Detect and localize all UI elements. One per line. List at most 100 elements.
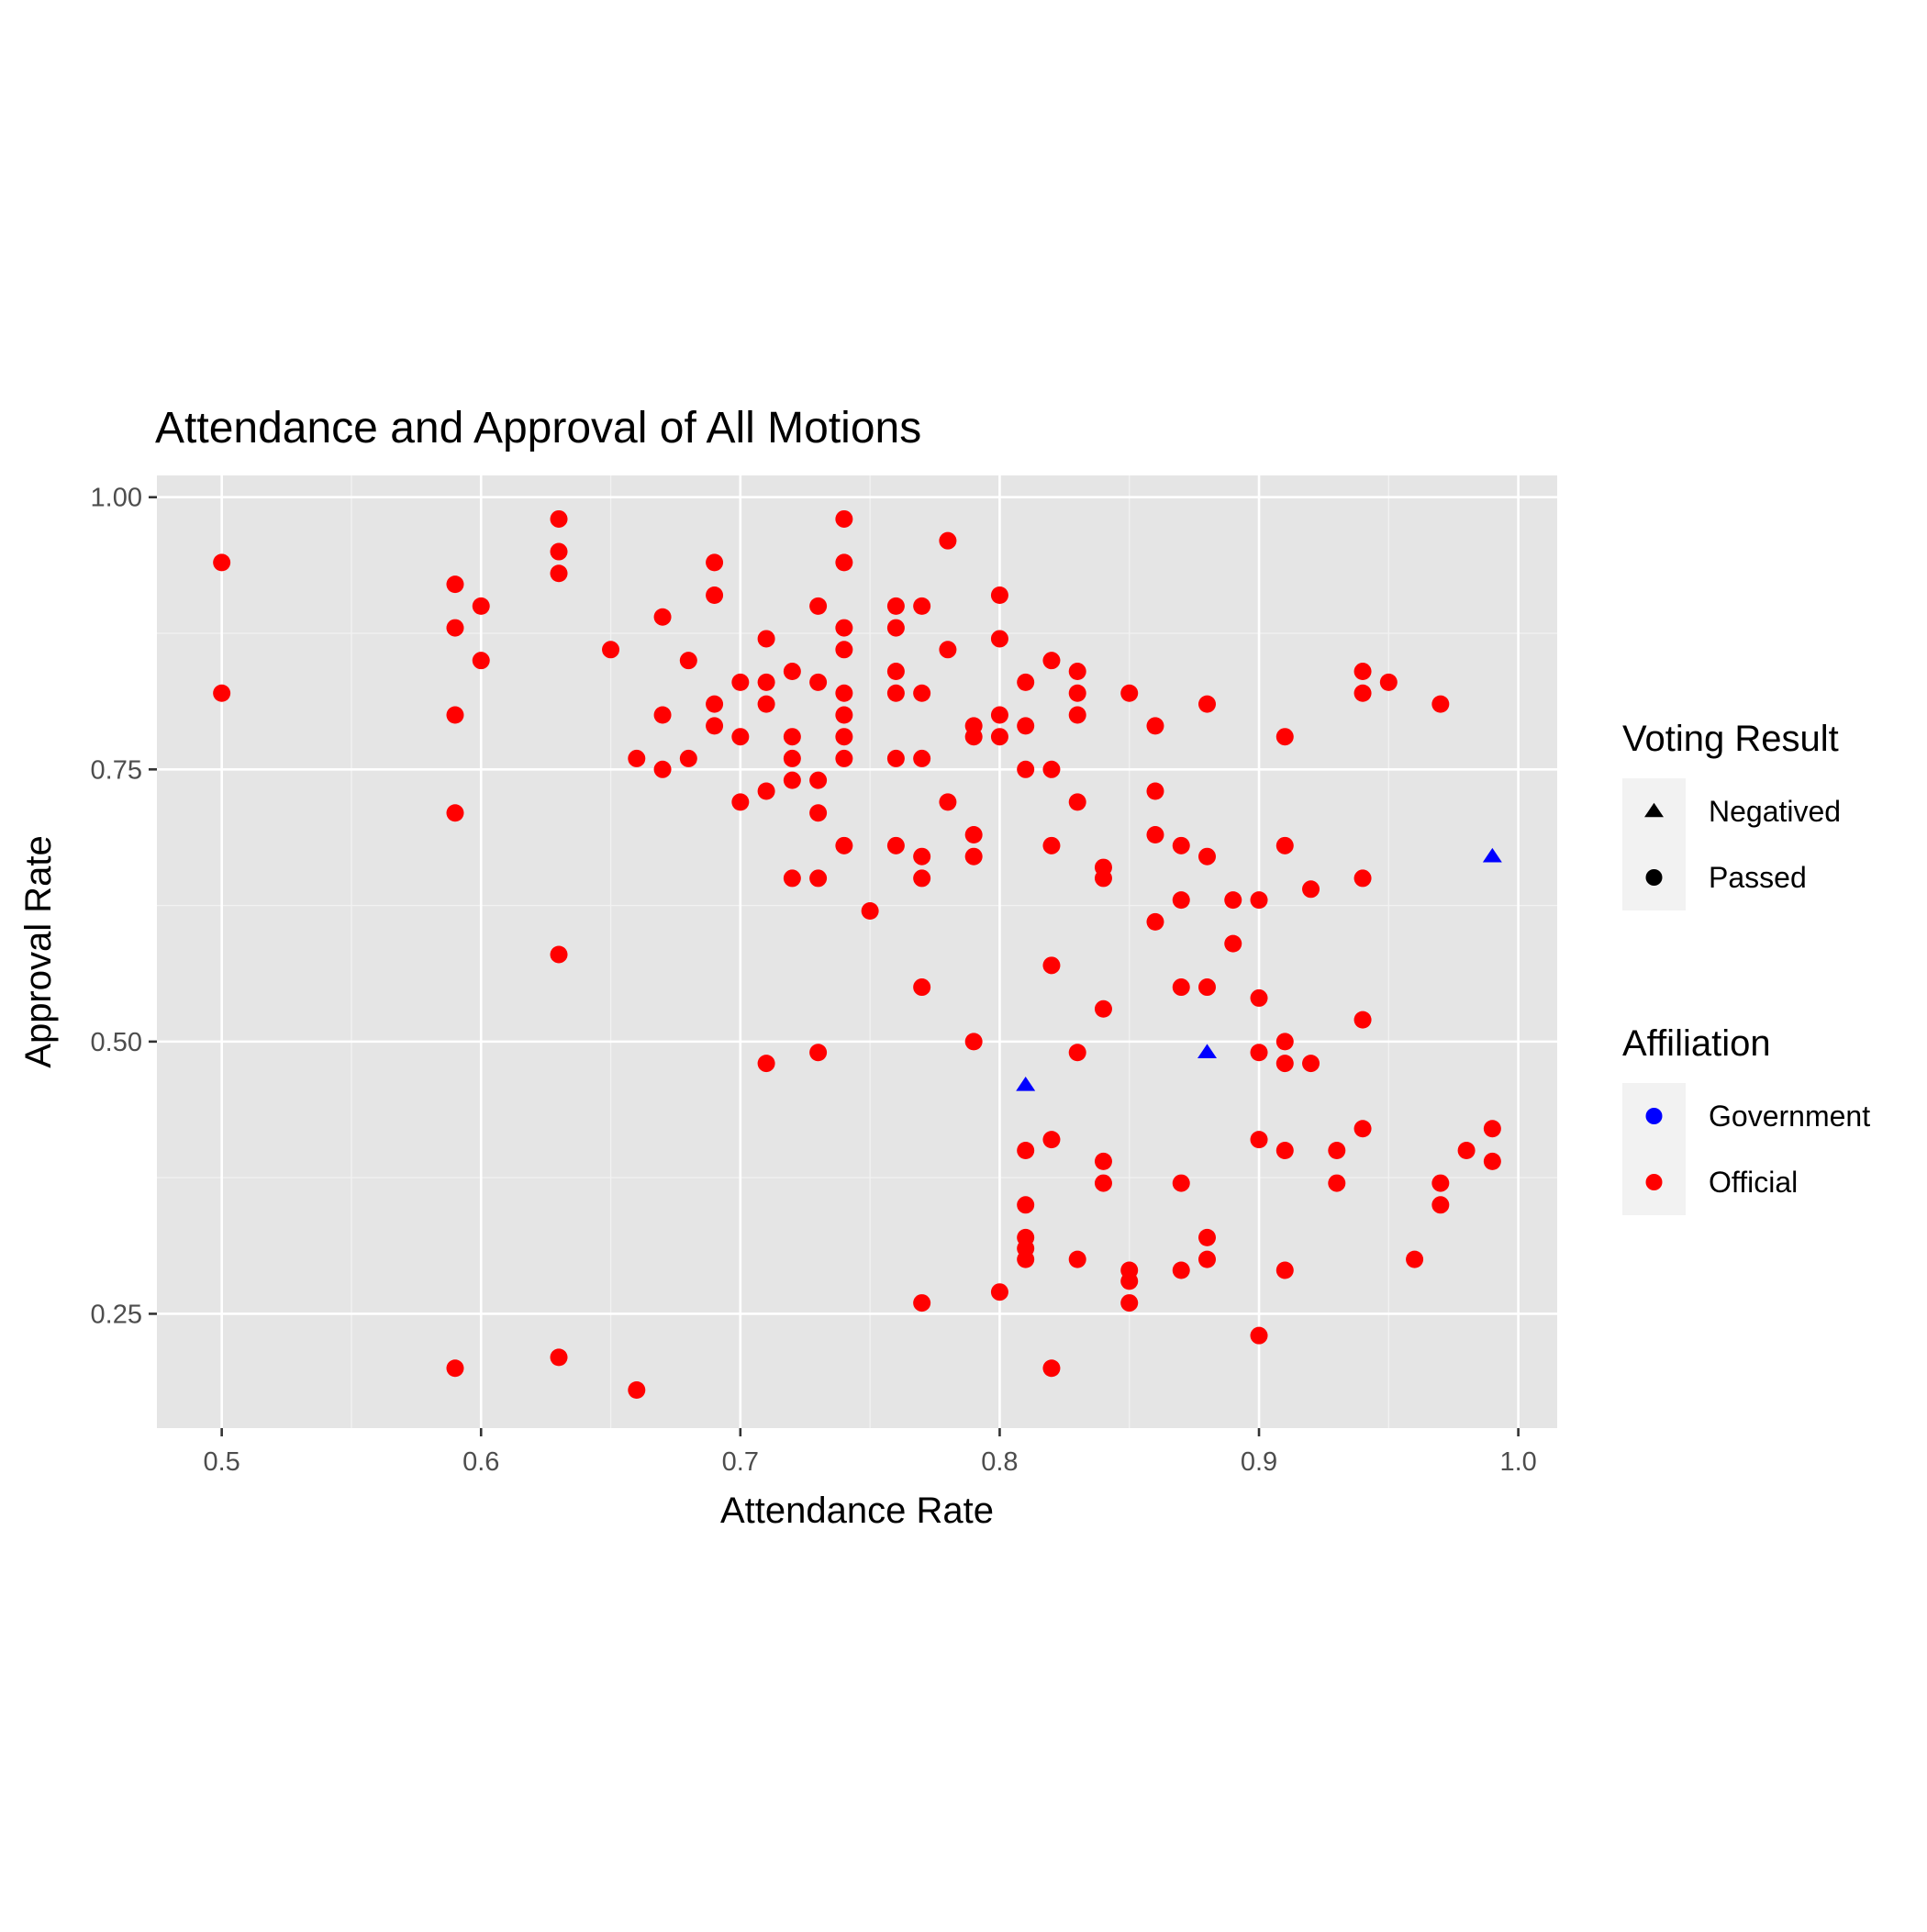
data-point xyxy=(731,728,750,746)
data-point xyxy=(1483,1152,1501,1170)
data-point xyxy=(1146,782,1164,800)
data-point xyxy=(446,706,464,724)
data-point-triangle xyxy=(1016,1077,1036,1091)
data-point xyxy=(886,749,905,767)
data-point xyxy=(913,749,931,767)
data-point xyxy=(1198,1250,1216,1268)
data-point xyxy=(1250,891,1268,910)
data-point xyxy=(1328,1174,1346,1192)
data-point xyxy=(757,1055,775,1073)
legend-key-triangle xyxy=(1644,802,1664,818)
data-point xyxy=(809,804,828,822)
data-point xyxy=(835,728,853,746)
data-point xyxy=(550,542,568,561)
data-point xyxy=(731,673,750,691)
x-tick-label: 0.9 xyxy=(1241,1447,1277,1477)
data-point xyxy=(835,749,853,767)
data-point xyxy=(1172,836,1190,854)
data-point xyxy=(913,1294,931,1312)
data-point xyxy=(1068,1044,1086,1062)
data-point xyxy=(939,793,957,811)
data-point-triangle xyxy=(1197,1044,1217,1059)
data-point xyxy=(706,717,724,735)
data-point xyxy=(446,1359,464,1378)
data-point xyxy=(835,836,853,854)
data-point xyxy=(913,684,931,702)
data-point xyxy=(1250,1131,1268,1149)
data-point xyxy=(886,663,905,681)
x-tick-label: 0.5 xyxy=(203,1447,239,1477)
legend-key-circle xyxy=(1645,1108,1663,1124)
data-point xyxy=(1068,663,1086,681)
minor-gridlines xyxy=(157,475,1557,1428)
data-point xyxy=(783,749,801,767)
data-point xyxy=(628,1380,646,1399)
data-point xyxy=(1431,1196,1450,1214)
data-point xyxy=(1353,684,1372,702)
data-point xyxy=(1250,1326,1268,1345)
legend-title: Voting Result xyxy=(1622,719,1839,759)
data-point xyxy=(706,586,724,604)
data-point xyxy=(757,630,775,648)
data-point xyxy=(939,531,957,550)
data-point xyxy=(446,619,464,637)
data-point xyxy=(990,586,1008,604)
data-point xyxy=(1172,978,1190,997)
data-point xyxy=(706,695,724,713)
data-point xyxy=(628,749,646,767)
data-point xyxy=(835,619,853,637)
data-point xyxy=(886,836,905,854)
legend-item-label: Government xyxy=(1709,1100,1870,1133)
data-point xyxy=(1017,1141,1035,1159)
legend-item-label: Negatived xyxy=(1709,795,1841,828)
data-point xyxy=(1094,1174,1112,1192)
data-point xyxy=(1120,1272,1139,1290)
data-point xyxy=(472,652,490,670)
x-axis-title: Attendance Rate xyxy=(720,1491,994,1531)
data-point xyxy=(1094,869,1112,888)
data-point xyxy=(1224,934,1242,953)
y-axis-title: Approval Rate xyxy=(18,835,59,1067)
data-point xyxy=(1146,825,1164,843)
data-point xyxy=(835,509,853,528)
y-tick-label: 0.50 xyxy=(91,1028,142,1057)
data-point xyxy=(757,782,775,800)
data-point xyxy=(783,663,801,681)
legend-title: Affiliation xyxy=(1622,1023,1771,1064)
x-axis: 0.5 0.6 0.7 0.8 0.9 1.0 xyxy=(203,1428,1537,1477)
data-point xyxy=(1172,1174,1190,1192)
data-point xyxy=(1042,836,1061,854)
data-point xyxy=(1275,1033,1294,1051)
data-point xyxy=(783,728,801,746)
data-point xyxy=(550,564,568,583)
y-tick-label: 0.75 xyxy=(91,755,142,785)
data-point xyxy=(939,641,957,659)
x-tick-label: 1.0 xyxy=(1499,1447,1536,1477)
legend-item-label: Passed xyxy=(1709,861,1807,894)
data-point xyxy=(1042,1359,1061,1378)
data-point xyxy=(1250,988,1268,1007)
data-point xyxy=(1431,695,1450,713)
data-point xyxy=(990,728,1008,746)
data-point xyxy=(653,608,672,626)
data-point xyxy=(1353,1120,1372,1138)
data-point xyxy=(783,771,801,789)
chart-title: Attendance and Approval of All Motions xyxy=(155,404,921,452)
data-point xyxy=(706,553,724,572)
data-point xyxy=(861,902,879,921)
data-point xyxy=(446,575,464,594)
y-tick-label: 1.00 xyxy=(91,484,142,513)
data-point xyxy=(1068,684,1086,702)
data-point xyxy=(1068,706,1086,724)
data-point xyxy=(1146,912,1164,931)
data-point xyxy=(213,684,231,702)
data-point xyxy=(809,869,828,888)
data-point xyxy=(1172,1261,1190,1279)
data-point xyxy=(913,978,931,997)
data-point xyxy=(1068,793,1086,811)
data-point xyxy=(990,1283,1008,1301)
data-point xyxy=(964,728,983,746)
data-point xyxy=(964,825,983,843)
data-point xyxy=(550,509,568,528)
